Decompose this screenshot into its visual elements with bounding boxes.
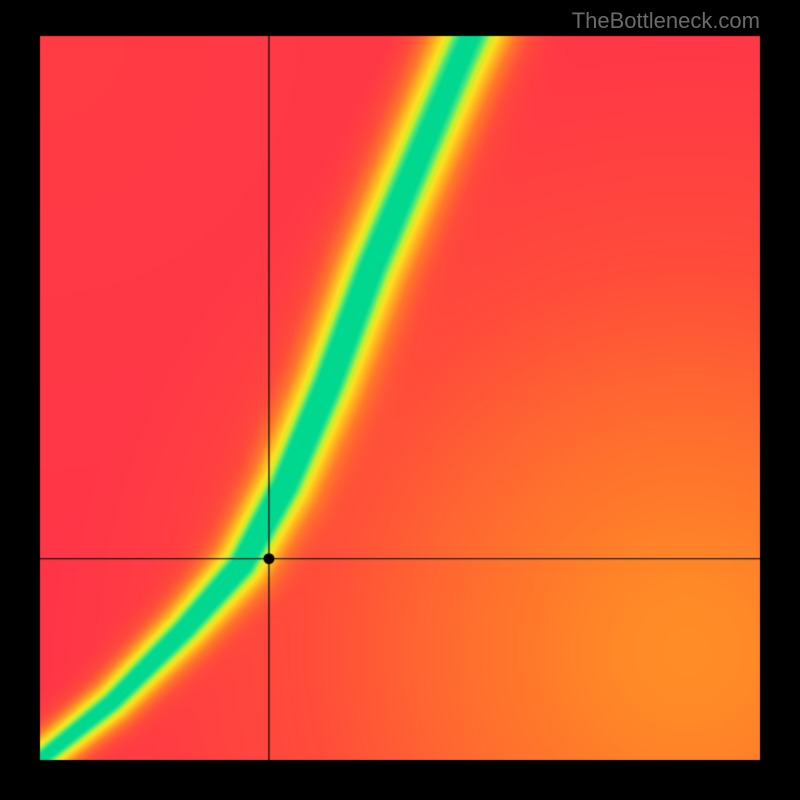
watermark-text: TheBottleneck.com xyxy=(572,8,760,34)
chart-container: TheBottleneck.com xyxy=(0,0,800,800)
heatmap-canvas xyxy=(0,0,800,800)
